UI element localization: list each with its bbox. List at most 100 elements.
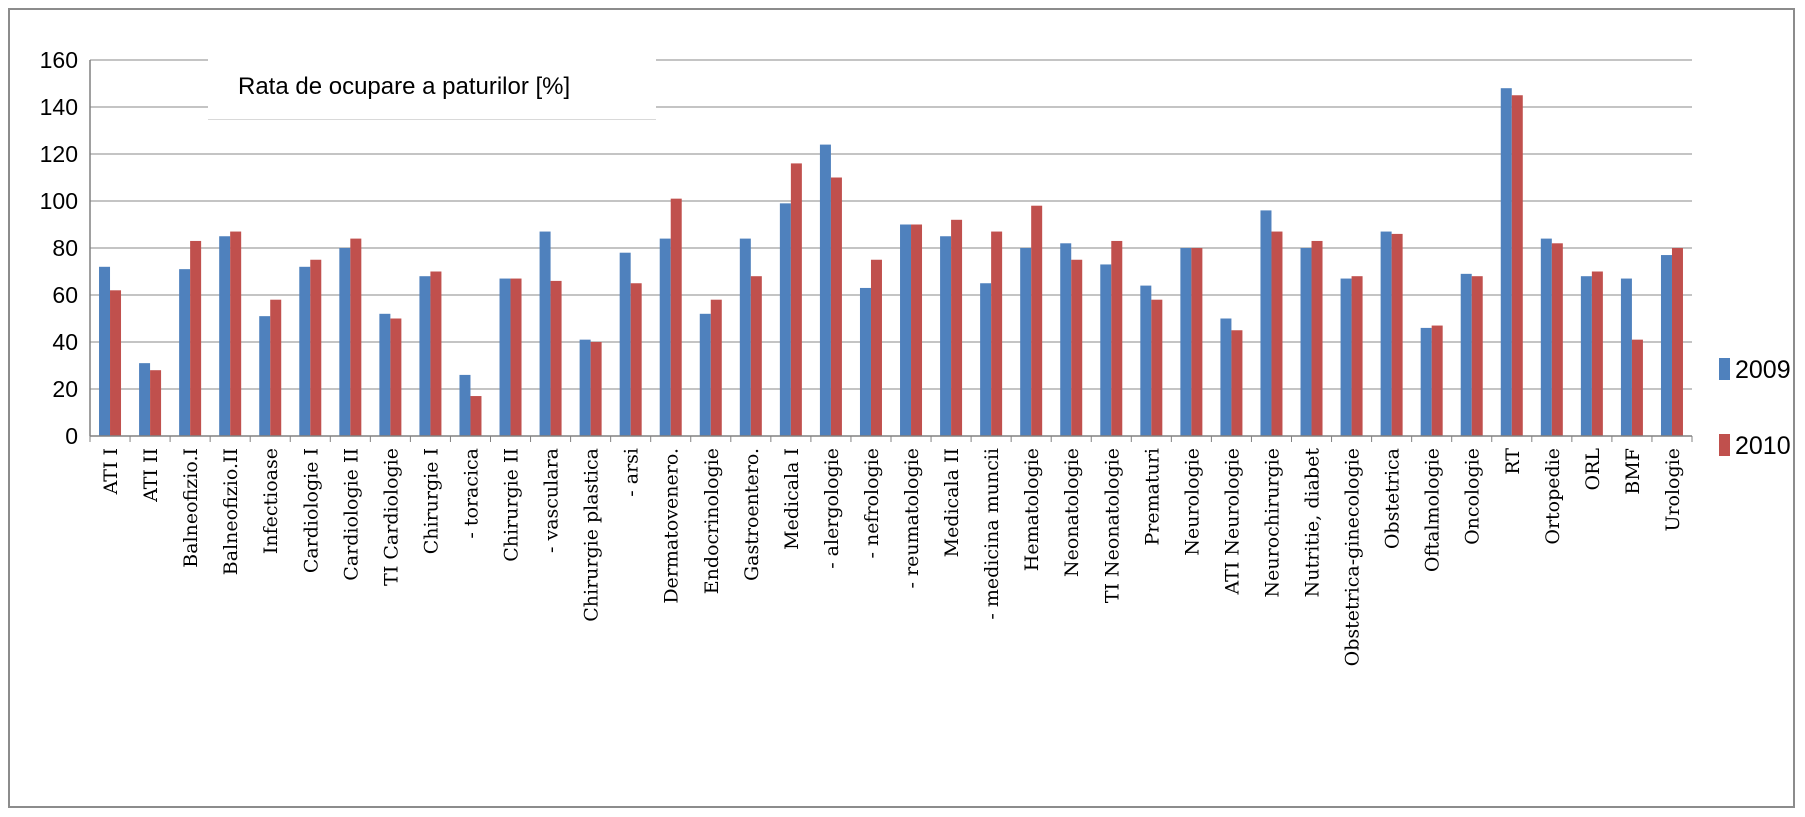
x-tick-label: Medicala II xyxy=(941,448,963,557)
bar-2009 xyxy=(1020,248,1032,436)
bar-2009 xyxy=(1260,210,1272,436)
bar-2009 xyxy=(339,248,351,436)
bar-2010 xyxy=(1631,339,1643,436)
bar-2009 xyxy=(579,339,591,436)
x-tick-label: Balneofizio.I xyxy=(180,448,202,568)
x-tick-label: TI Cardiologie xyxy=(380,448,402,586)
bar-2010 xyxy=(550,280,562,436)
bar-2010 xyxy=(1031,205,1043,436)
bar-2010 xyxy=(1511,95,1523,436)
x-tick-label: Prematuri xyxy=(1141,448,1163,546)
bar-2009 xyxy=(1460,273,1472,436)
y-tick-label: 140 xyxy=(40,94,78,120)
bar-2009 xyxy=(659,238,671,436)
bar-2010 xyxy=(1591,271,1603,436)
bar-2010 xyxy=(470,396,482,436)
bar-2009 xyxy=(819,144,831,436)
bar-2010 xyxy=(1311,240,1323,436)
bar-2009 xyxy=(900,224,912,436)
bar-2010 xyxy=(1471,276,1483,436)
bar-2010 xyxy=(430,271,442,436)
x-tick-label: Chirurgie I xyxy=(420,448,442,554)
bar-2009 xyxy=(259,316,271,436)
legend-swatch-2009 xyxy=(1719,358,1730,380)
bar-2010 xyxy=(1671,248,1683,436)
y-tick-label: 40 xyxy=(52,329,78,355)
bar-2009 xyxy=(539,231,551,436)
x-tick-label: Nutritie, diabet xyxy=(1302,448,1324,598)
bar-2009 xyxy=(1380,231,1392,436)
bar-2010 xyxy=(1351,276,1363,436)
bars xyxy=(99,88,1683,436)
x-tick-label: Neonatologie xyxy=(1061,448,1083,577)
x-tick-label: - alergologie xyxy=(821,448,843,569)
bar-2009 xyxy=(1060,243,1072,436)
bar-2010 xyxy=(1431,325,1443,436)
x-tick-label: Chirurgie II xyxy=(501,448,523,562)
x-tick-label: Neurochirurgie xyxy=(1261,448,1283,597)
bar-2010 xyxy=(830,177,842,436)
chart-title: Rata de ocupare a paturilor [%] xyxy=(238,73,571,100)
chart-title-box: Rata de ocupare a paturilor [%] xyxy=(208,57,656,120)
bar-2009 xyxy=(99,266,111,436)
bar-2010 xyxy=(350,238,362,436)
bar-2009 xyxy=(459,374,471,436)
bar-2010 xyxy=(790,163,802,436)
x-tick-label: Ortopedie xyxy=(1542,448,1564,545)
x-tick-label: - reumatologie xyxy=(901,448,923,588)
bar-2009 xyxy=(1620,278,1632,436)
x-tick-label: - medicina muncii xyxy=(981,448,1003,620)
bar-2009 xyxy=(1340,278,1352,436)
x-tick-label: Hematologie xyxy=(1021,448,1043,571)
bar-2010 xyxy=(991,231,1003,436)
y-tick-label: 0 xyxy=(65,423,78,449)
bar-2009 xyxy=(139,363,151,436)
bar-2009 xyxy=(980,283,992,436)
bar-2009 xyxy=(1540,238,1552,436)
bar-2009 xyxy=(499,278,511,436)
bar-2010 xyxy=(270,299,282,436)
x-tick-label: Obstetrica xyxy=(1382,448,1404,549)
bar-2009 xyxy=(299,266,311,436)
x-tick-label: ATI Neurologie xyxy=(1221,448,1243,596)
bar-2009 xyxy=(859,287,871,436)
bar-2009 xyxy=(1300,248,1312,436)
x-tick-label: Endocrinologie xyxy=(701,448,723,594)
bar-2009 xyxy=(1140,285,1152,436)
bar-2010 xyxy=(710,299,722,436)
legend-swatch-2010 xyxy=(1719,434,1730,456)
x-tick-label: ATI II xyxy=(140,448,162,503)
x-tick-label: ORL xyxy=(1582,448,1604,491)
x-tick-label: Neurologie xyxy=(1181,448,1203,556)
chart-frame: 0 20 40 60 80 100 120 140 160 ATI I ATI II Balneofi… xyxy=(8,8,1795,808)
bar-2010 xyxy=(1391,233,1403,436)
bar-2010 xyxy=(590,342,602,436)
bar-2009 xyxy=(940,236,952,436)
bar-2010 xyxy=(310,259,322,436)
bar-2009 xyxy=(219,236,231,436)
x-tick-label: Cardiologie II xyxy=(340,448,362,581)
bar-2010 xyxy=(1191,248,1203,436)
x-tick-label: ATI I xyxy=(100,448,122,495)
bar-2009 xyxy=(1580,276,1592,436)
chart-canvas: 0 20 40 60 80 100 120 140 160 ATI I ATI II Balneofi… xyxy=(40,47,1791,666)
bar-2009 xyxy=(379,313,391,436)
bar-2010 xyxy=(911,224,923,436)
bar-2009 xyxy=(1500,88,1512,436)
bar-2009 xyxy=(419,276,431,436)
bar-2009 xyxy=(1220,318,1232,436)
bar-2009 xyxy=(739,238,751,436)
x-tick-label: Balneofizio.II xyxy=(220,448,242,575)
legend-label-2009: 2009 xyxy=(1735,356,1791,384)
bar-2010 xyxy=(750,276,762,436)
x-tick-label: - nefrologie xyxy=(861,448,883,559)
bar-2009 xyxy=(1100,264,1112,436)
x-tick-label: Gastroentero. xyxy=(741,448,763,581)
x-tick-label: Obstetrica-ginecologie xyxy=(1342,448,1364,666)
x-tick-label: Oncologie xyxy=(1462,448,1484,545)
bar-2009 xyxy=(699,313,711,436)
x-tick-label: Urologie xyxy=(1662,448,1684,532)
x-tick-label: Oftalmologie xyxy=(1422,448,1444,572)
bar-2010 xyxy=(630,283,642,436)
x-tick-label: Infectioase xyxy=(260,448,282,554)
